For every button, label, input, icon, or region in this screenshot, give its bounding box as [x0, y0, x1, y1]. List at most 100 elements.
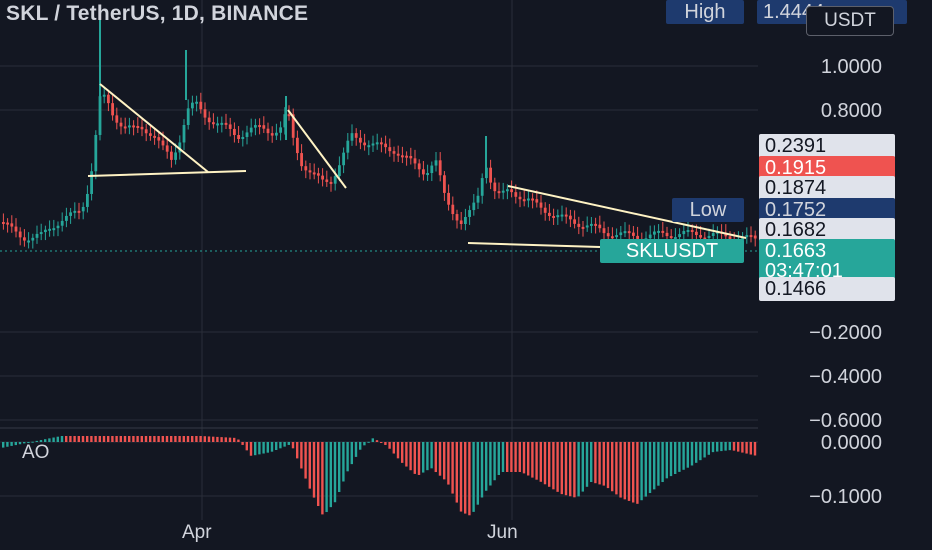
ao-bar [653, 442, 656, 490]
ao-bar [602, 442, 605, 486]
candle-body [699, 235, 702, 238]
ao-bar [132, 436, 135, 442]
candle-body [212, 122, 215, 125]
candle-body [522, 199, 526, 202]
candle-body [207, 117, 211, 123]
ao-bar [170, 436, 173, 442]
candle-body [451, 204, 455, 215]
ao-bar [165, 436, 169, 442]
price-axis-tick: −0.2000 [809, 322, 882, 344]
ao-bar [149, 436, 152, 442]
ao-bar [552, 442, 555, 490]
candle-body [266, 128, 270, 134]
ao-bar [632, 442, 635, 503]
candle-body [581, 226, 585, 229]
candle-body [23, 237, 26, 241]
candle-body [619, 232, 623, 236]
candle-body [636, 235, 639, 239]
ao-bar [199, 436, 202, 442]
currency-button[interactable]: USDT [806, 6, 894, 36]
time-axis-label: Apr [182, 522, 212, 543]
ao-bar [745, 442, 748, 454]
ao-bar [195, 436, 198, 442]
ao-bar [564, 442, 568, 496]
ao-bar [636, 442, 639, 504]
candle-body [598, 224, 602, 229]
indicator-label: AO [22, 442, 50, 463]
candle-body [262, 125, 266, 129]
candle-body [123, 126, 127, 129]
candle-body [560, 214, 564, 217]
ao-bar [65, 436, 68, 442]
ao-bar [392, 442, 395, 454]
ao-bar [77, 436, 80, 442]
candle-body [648, 234, 652, 239]
candle-body [535, 199, 539, 203]
ao-bar [39, 440, 43, 442]
ao-bar [396, 442, 400, 459]
ao-bar [81, 436, 85, 442]
ao-bar [262, 442, 265, 454]
candle-body [422, 169, 425, 175]
candle-body [375, 142, 379, 145]
candle-body [627, 231, 631, 234]
candle-body [417, 163, 421, 170]
ao-bar [321, 442, 324, 515]
candle-body [430, 165, 434, 174]
ao-bar [577, 442, 580, 497]
candle-body [674, 237, 677, 240]
ao-bar [186, 436, 190, 442]
candle-body [510, 189, 513, 193]
ao-bar [270, 442, 274, 452]
candle-body [317, 173, 320, 176]
ao-bar [480, 442, 484, 498]
ao-bar [119, 436, 122, 442]
ao-bar [90, 436, 93, 442]
candle-body [31, 237, 35, 241]
candle-body [170, 151, 173, 160]
ao-bar [18, 442, 22, 445]
ao-bar [598, 442, 601, 485]
ao-bar [23, 442, 26, 444]
candle-body [518, 196, 522, 200]
candle-body [413, 158, 417, 164]
candle-body [615, 235, 618, 238]
candle-body [329, 181, 333, 184]
ao-bar [254, 442, 257, 456]
candle-body [275, 132, 278, 136]
ao-bar [48, 438, 51, 442]
candle-body [405, 155, 408, 158]
ao-bar [703, 442, 706, 458]
candle-body [237, 135, 240, 139]
ao-bar [212, 436, 215, 442]
ao-bar [606, 442, 610, 489]
ao-bar [73, 436, 76, 442]
candle-body [501, 190, 505, 193]
ao-bar [56, 436, 59, 442]
ao-bar [371, 438, 374, 442]
candle-body [119, 122, 123, 127]
candle-body [497, 191, 501, 194]
ao-bar [644, 442, 647, 497]
ao-bar [510, 442, 513, 472]
ao-bar [338, 442, 341, 492]
ao-bar [699, 442, 702, 461]
candle-body [531, 198, 534, 201]
ao-bar [346, 442, 349, 472]
ao-bar [451, 442, 454, 494]
ao-bar [258, 442, 261, 455]
ao-bar [669, 442, 673, 477]
ao-bar [573, 442, 576, 498]
ao-bar [560, 442, 563, 495]
ao-bar [455, 442, 458, 503]
ao-bar [518, 442, 521, 472]
ao-bar [678, 442, 681, 472]
ao-bar [333, 442, 337, 503]
ao-bar [417, 442, 421, 475]
ao-bar [354, 442, 358, 457]
candle-body [60, 220, 64, 226]
ao-bar [753, 442, 757, 456]
ao-bar [640, 442, 643, 501]
ao-bar [682, 442, 685, 470]
